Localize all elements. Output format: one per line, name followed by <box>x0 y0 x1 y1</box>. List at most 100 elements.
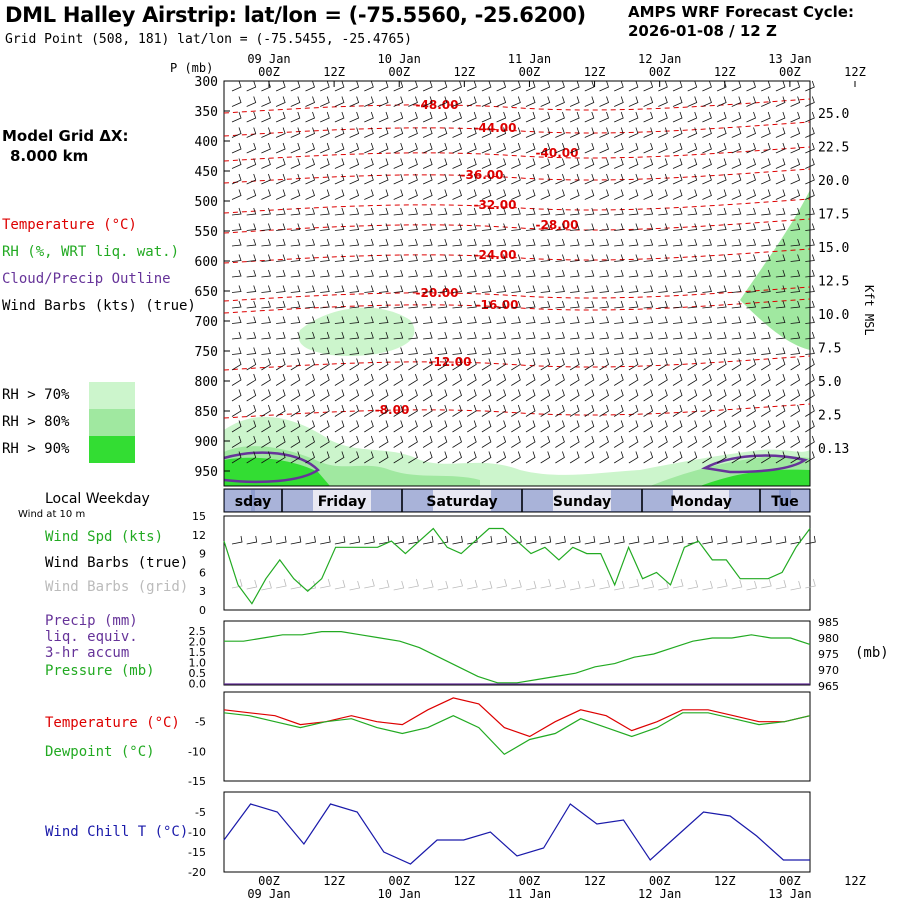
precip-liq-label: liq. equiv. <box>45 629 138 645</box>
wind-barb <box>613 373 624 386</box>
top-date-label: 09 Jan <box>247 52 290 66</box>
pressure-tick-label: 800 <box>195 375 218 390</box>
wind-barb <box>290 373 301 386</box>
wind-barb <box>290 451 301 464</box>
wind-barb <box>290 420 301 433</box>
wind-barb <box>231 111 242 123</box>
wind-barb <box>246 238 257 247</box>
wind-barb <box>658 80 668 92</box>
wind-barb <box>584 127 595 138</box>
wind-barb <box>408 404 418 417</box>
weekday-label-5: Tue <box>771 494 798 510</box>
wind-barb <box>231 142 242 154</box>
wind-barb <box>687 435 698 448</box>
wind-barb <box>349 316 360 324</box>
wind-barb <box>584 207 595 216</box>
wind-barb <box>349 254 360 262</box>
wind-barb <box>525 127 536 138</box>
wind-barb <box>364 223 374 231</box>
wind-barb <box>437 347 448 355</box>
wind-barb <box>658 158 668 169</box>
wind-barb <box>393 389 404 402</box>
rh70-swatch <box>89 382 135 409</box>
wind-barb <box>599 347 610 355</box>
wind-barb <box>746 189 756 200</box>
wind-barb <box>378 358 389 371</box>
wind-barb <box>290 189 301 200</box>
wind-barb <box>349 158 360 169</box>
wind-barb <box>452 404 462 417</box>
wind-barb <box>555 373 565 386</box>
wind-barb <box>525 238 536 247</box>
wind-barb <box>261 316 271 324</box>
grid-wind-barb <box>790 580 802 591</box>
grid-wind-barb <box>334 579 346 590</box>
wind-barb <box>746 254 757 262</box>
surface-wind-barb <box>231 535 243 545</box>
wind-barb <box>481 316 492 324</box>
wind-barb <box>422 111 433 123</box>
wind-barb <box>408 285 418 293</box>
isotherm-line <box>223 121 811 137</box>
wind-barb <box>717 316 727 324</box>
wind-barb <box>775 96 786 107</box>
wind-barb <box>290 223 301 231</box>
wind-barb <box>569 158 580 169</box>
wind-barb <box>422 158 433 169</box>
grid-wind-barb <box>717 578 728 589</box>
wind-barb <box>775 435 786 448</box>
wind-barb <box>717 223 727 231</box>
wind-barb <box>584 158 595 169</box>
wind-barb <box>334 389 345 402</box>
wind-barb <box>261 451 271 464</box>
wind-barb <box>511 238 521 247</box>
wind-barb <box>423 331 433 340</box>
wind-barb <box>643 435 654 448</box>
wind-barb <box>246 127 257 138</box>
wind-barb <box>687 269 698 278</box>
wind-barb <box>599 316 610 324</box>
wind-barb <box>231 347 242 355</box>
wind-barb <box>275 158 286 169</box>
wind-barb <box>614 254 624 262</box>
wind-barb <box>687 347 698 355</box>
wind-barb <box>761 207 771 216</box>
wind-barb <box>423 316 433 324</box>
wind-barb <box>422 420 433 433</box>
wind-barb <box>378 96 389 107</box>
wind-barb <box>614 189 624 200</box>
wind-barb <box>628 404 639 417</box>
wind-barb <box>466 358 477 371</box>
surface-wind-barb <box>570 535 581 545</box>
wind-barb <box>378 316 389 324</box>
precip-ytick: 1.5 <box>189 646 207 659</box>
legend-rh90: RH > 90% <box>2 441 70 457</box>
wind-barb <box>496 435 507 448</box>
wind-barb <box>555 127 565 138</box>
wind-barb <box>790 142 801 154</box>
wind-barb <box>658 238 668 247</box>
temperature-label: Temperature (°C) <box>45 715 180 731</box>
weekday-shade-left <box>523 490 553 511</box>
wind-barb <box>378 404 389 417</box>
wind-barb <box>511 80 521 92</box>
surface-wind-barb <box>305 535 316 545</box>
wind-barb <box>393 285 404 293</box>
wind-barb <box>599 96 609 107</box>
wind-barb <box>496 269 507 278</box>
wind-barb <box>658 223 668 231</box>
wind-barb <box>408 420 418 433</box>
pressure-tick-label: 700 <box>195 315 218 330</box>
wind-barb <box>305 80 315 92</box>
wind-barb <box>525 96 536 107</box>
wind-barb <box>364 142 374 154</box>
wind-barb <box>423 285 433 293</box>
wind-barb <box>672 158 683 169</box>
wind-barb <box>775 80 786 92</box>
wind-barb <box>555 96 565 107</box>
wind-barb <box>613 420 624 433</box>
wind-barb <box>658 189 668 200</box>
wind-barb <box>261 404 271 417</box>
bottom-date-label: 10 Jan <box>378 887 421 900</box>
wind-barb <box>261 189 271 200</box>
